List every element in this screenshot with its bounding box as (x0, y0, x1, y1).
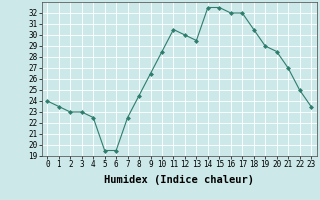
X-axis label: Humidex (Indice chaleur): Humidex (Indice chaleur) (104, 175, 254, 185)
